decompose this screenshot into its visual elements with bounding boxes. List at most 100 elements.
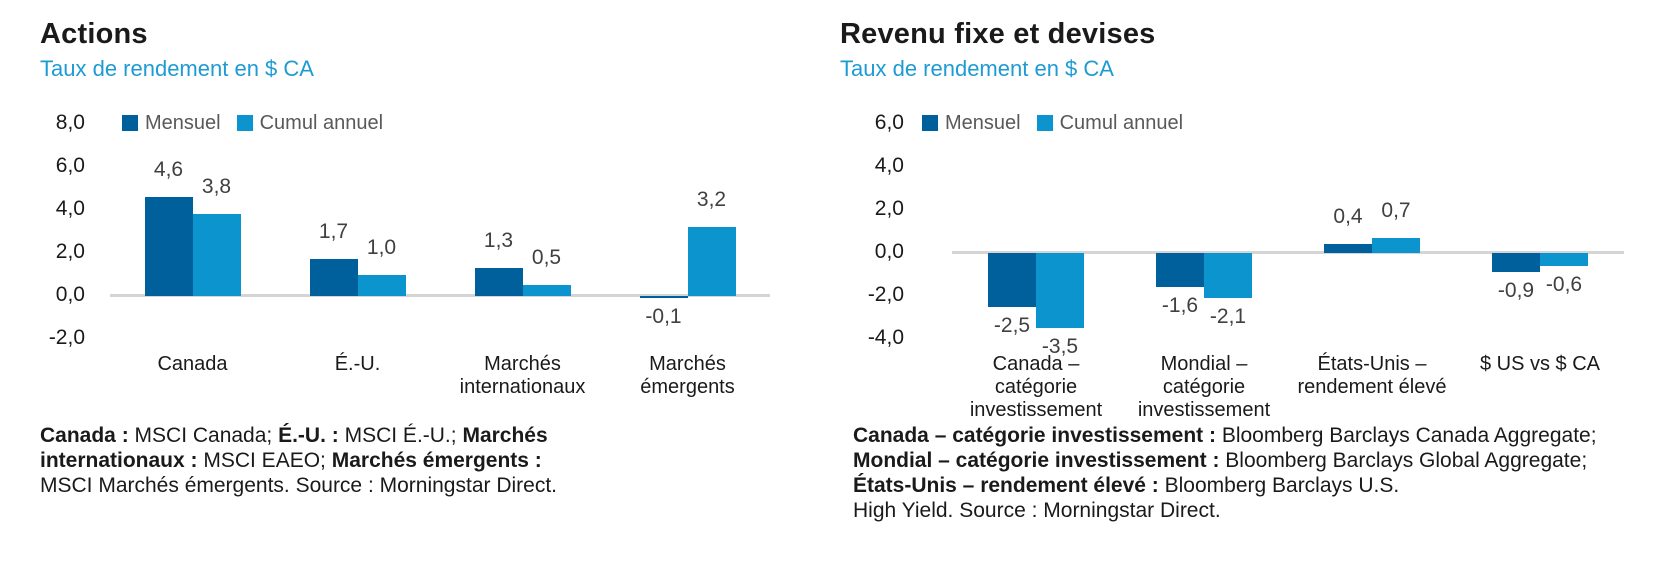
bar-cumul-annuel: [1204, 253, 1252, 299]
category-label: $ US vs $ CA: [1446, 353, 1634, 376]
bar-cumul-annuel: [1540, 253, 1588, 266]
footnote-segment: É.-U. :: [278, 424, 339, 447]
y-tick-label: -2,0: [48, 326, 85, 349]
bar-mensuel: [1156, 253, 1204, 288]
y-tick-label: 0,0: [55, 283, 85, 306]
bar-mensuel: [639, 296, 688, 299]
footnote-segment: Bloomberg Barclays U.S.: [1158, 474, 1400, 497]
legend-label: Cumul annuel: [1059, 112, 1184, 134]
category-label-line: investissement: [1137, 399, 1271, 421]
chart-legend: Mensuel Cumul annuel: [122, 111, 399, 135]
value-label: -3,5: [1041, 335, 1079, 359]
footnote-segment: Mondial – catégorie investissement :: [853, 449, 1220, 472]
legend-item: Cumul annuel: [236, 111, 384, 135]
value-label: 3,8: [201, 175, 232, 199]
chart-legend: Mensuel Cumul annuel: [922, 111, 1199, 135]
bar-mensuel: [474, 268, 523, 296]
value-label: 0,4: [1333, 205, 1363, 229]
category-label: Marchés internationaux: [430, 353, 615, 399]
value-label: 1,3: [483, 229, 514, 253]
bar-mensuel: [1492, 253, 1540, 273]
bar-cumul-annuel: [1036, 253, 1084, 329]
footnote-segment: MSCI Canada;: [128, 424, 279, 447]
bar-cumul-annuel: [1372, 237, 1420, 253]
legend-item: Mensuel: [922, 111, 1021, 135]
y-tick-label: 6,0: [874, 111, 904, 134]
y-tick-label: 8,0: [55, 111, 85, 134]
category-label-line: investissement: [969, 399, 1103, 421]
y-tick-label: 0,0: [874, 240, 904, 263]
bar-mensuel: [988, 253, 1036, 307]
legend-label: Cumul annuel: [259, 112, 384, 134]
footnote-segment: internationaux :: [40, 449, 198, 472]
category-label-line: catégorie: [1162, 376, 1246, 398]
footnote-segment: Canada – catégorie investissement :: [853, 424, 1216, 447]
footnote-segment: États-Unis – rendement élevé :: [853, 474, 1159, 497]
legend-swatch-mensuel: [122, 115, 138, 131]
bar-cumul-annuel: [357, 274, 406, 296]
revenu-fixe-chart-title: Revenu fixe et devises: [840, 18, 1156, 50]
y-tick-label: -4,0: [867, 326, 904, 349]
category-label-line: Marchés: [649, 353, 726, 375]
legend-item: Cumul annuel: [1036, 111, 1184, 135]
value-label: 4,6: [153, 158, 184, 182]
panel-actions: Actions Taux de rendement en $ CA 8,0 6,0…: [0, 0, 800, 572]
footnote-segment: High Yield. Source : Morningstar Direct.: [853, 499, 1221, 522]
footnote-segment: MSCI É.-U.;: [338, 424, 463, 447]
revenu-fixe-footnote: Canada – catégorie investissement : Bloo…: [853, 423, 1655, 523]
zero-axis-line: [952, 251, 1624, 254]
category-label: Mondial – catégorie investissement: [1110, 353, 1298, 422]
bar-mensuel: [1324, 244, 1372, 253]
category-label-line: Marchés: [484, 353, 561, 375]
value-label: -2,1: [1209, 305, 1247, 329]
zero-axis-line: [110, 294, 770, 297]
footnote-segment: MSCI Marchés émergents. Source : Morning…: [40, 474, 558, 497]
legend-item: Mensuel: [122, 111, 221, 135]
category-label-line: Canada –: [992, 353, 1080, 375]
value-label: -0,6: [1545, 272, 1583, 296]
panel-revenu-fixe: Revenu fixe et devises Taux de rendement…: [800, 0, 1655, 572]
bar-mensuel: [144, 197, 193, 296]
revenu-fixe-bar-chart: 6,0 4,0 2,0 0,0 -2,0 -4,0 Mensuel Cumul annuel -…: [840, 103, 1655, 423]
legend-label: Mensuel: [145, 112, 221, 134]
footnote-segment: Canada :: [40, 424, 129, 447]
bar-cumul-annuel: [687, 227, 736, 296]
value-label: -2,5: [993, 313, 1031, 337]
category-label-line: $ US vs $ CA: [1479, 353, 1601, 375]
actions-chart-title: Actions: [40, 18, 148, 50]
bar-cumul-annuel: [522, 285, 571, 296]
category-label: Marchés émergents: [595, 353, 780, 399]
value-label: -0,1: [645, 305, 682, 329]
bar-cumul-annuel: [192, 214, 241, 296]
category-label-line: internationaux: [459, 376, 586, 398]
y-tick-label: 2,0: [874, 197, 904, 220]
value-label: -1,6: [1161, 294, 1199, 318]
value-label: 0,7: [1381, 198, 1411, 222]
category-label: Canada – catégorie investissement: [942, 353, 1130, 422]
category-label: États-Unis – rendement élevé: [1278, 353, 1466, 399]
category-label-line: É.-U.: [334, 353, 381, 375]
actions-footnote: Canada : MSCI Canada; É.-U. : MSCI É.-U.…: [40, 423, 800, 498]
category-label-line: États-Unis –: [1317, 353, 1427, 375]
y-tick-label: 4,0: [55, 197, 85, 220]
value-label: 3,2: [696, 188, 727, 212]
category-label-line: catégorie: [994, 376, 1078, 398]
footnote-segment: Bloomberg Barclays Canada Aggregate;: [1215, 424, 1597, 447]
category-label-line: rendement élevé: [1297, 376, 1447, 398]
actions-bar-chart: 8,0 6,0 4,0 2,0 0,0 -2,0 Mensuel Cumul annuel 4,…: [40, 103, 800, 423]
actions-chart-subtitle: Taux de rendement en $ CA: [40, 56, 314, 81]
value-label: -0,9: [1497, 279, 1535, 303]
legend-swatch-cumul-annuel: [236, 115, 253, 131]
revenu-fixe-chart-subtitle: Taux de rendement en $ CA: [840, 56, 1114, 81]
y-tick-label: -2,0: [867, 283, 904, 306]
footnote-segment: Bloomberg Barclays Global Aggregate;: [1219, 449, 1588, 472]
bar-mensuel: [309, 259, 358, 296]
value-label: 0,5: [531, 246, 562, 270]
legend-swatch-cumul-annuel: [1036, 115, 1053, 131]
legend-swatch-mensuel: [922, 115, 938, 131]
y-tick-label: 4,0: [874, 154, 904, 177]
y-tick-label: 2,0: [55, 240, 85, 263]
footnote-segment: MSCI EAEO;: [197, 449, 332, 472]
category-label-line: Canada: [157, 353, 228, 375]
footnote-segment: Marchés: [462, 424, 548, 447]
